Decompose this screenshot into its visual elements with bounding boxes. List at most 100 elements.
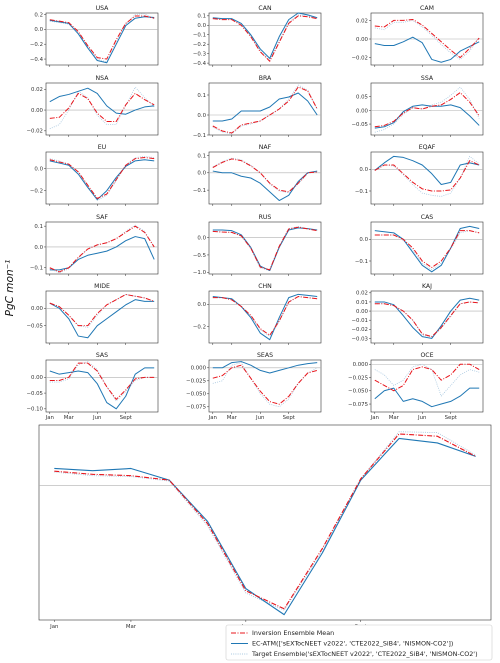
y-tick-label: −0.2 [193, 324, 206, 330]
series-line-inversion-ensemble-mean [212, 158, 318, 193]
series-line-ec-atm [212, 227, 318, 272]
y-tick-label: −0.075 [348, 402, 368, 408]
series-line-ec-atm [374, 297, 480, 339]
x-tick-label: Sept [445, 415, 457, 421]
panel-ssa: SSA −0.05 0.00 0.05 [351, 75, 484, 137]
y-tick-label: 0.00 [356, 309, 369, 315]
y-tick-label: −0.05 [26, 324, 43, 330]
series-line-ec-atm [374, 104, 480, 129]
y-axis-label: PgC mon⁻¹ [4, 260, 16, 317]
panel-naf: NAF −0.1 0.0 0.1 [193, 144, 322, 206]
y-tick-label: 0.1 [34, 224, 43, 230]
panels: USA−0.4−0.20.00.2CAN−0.4−0.3−0.2−0.10.00… [26, 5, 492, 630]
y-tick-label: −0.05 [26, 391, 43, 397]
series-line-ec-atm [374, 225, 480, 273]
series-line-ec-atm [212, 92, 318, 122]
series-line-inversion-ensemble-mean [374, 230, 480, 268]
y-tick-label: −0.1 [193, 33, 206, 39]
y-tick-label: −0.3 [193, 52, 206, 58]
legend-label: Target Ensemble('sEXTocNEET v2022', 'CTE… [251, 650, 478, 658]
y-tick-label: 0.0 [197, 113, 206, 119]
panel-frame [45, 290, 159, 344]
y-tick-label: −0.05 [351, 122, 368, 128]
series-line-inversion-ensemble-mean [49, 293, 155, 327]
series-line-ec-atm [212, 170, 318, 202]
y-tick-label: −0.2 [30, 189, 43, 195]
x-tick-label: Mar [227, 415, 238, 421]
panel-cam: CAM −0.02 0.00 0.02 [351, 5, 484, 67]
y-tick-label: −0.075 [186, 405, 206, 411]
legend: Inversion Ensemble Mean EC-ATM(['sEXTocNE… [225, 624, 493, 661]
series-line-ec-atm [49, 16, 155, 64]
y-tick-label: 0.0 [359, 167, 368, 173]
x-tick-label: Mar [126, 624, 137, 630]
panel-title: EU [98, 144, 106, 151]
panel-saf: SAF −0.1 0.0 0.1 [30, 214, 159, 276]
y-tick-label: 0.0 [34, 166, 43, 172]
panel-title: RUS [259, 214, 272, 221]
panel-chn: CHN −0.2 0.0 [193, 283, 322, 345]
series-line-ec-atm [49, 299, 155, 339]
panel-title: MIDE [94, 283, 110, 290]
series-line-inversion-ensemble-mean [49, 362, 155, 400]
panel-eqaf: EQAF −0.1 0.0 [355, 144, 484, 206]
y-tick-label: 0.1 [197, 93, 206, 99]
y-tick-label: 0.1 [197, 14, 206, 20]
panel-title: SAS [96, 352, 108, 359]
panel-frame [38, 424, 492, 621]
panel-title: NSA [96, 75, 110, 82]
panel-kaj: KAJ −0.03 −0.02 −0.01 0.00 0.01 0.02 [351, 283, 484, 345]
legend-label: EC-ATM(['sEXTocNEET v2022', 'CTE2022_SiB… [252, 640, 453, 648]
y-tick-label: −0.2 [193, 42, 206, 48]
panel-usa: USA −0.4 −0.2 0.0 0.2 [30, 5, 159, 67]
y-tick-label: −0.4 [193, 61, 207, 67]
x-tick-label: Sept [283, 415, 295, 421]
y-tick-label: 0.01 [356, 300, 368, 306]
y-tick-label: 0.00 [31, 375, 44, 381]
series-line-target-ensemble [212, 296, 318, 337]
y-tick-label: −0.5 [193, 253, 206, 259]
legend-label: Inversion Ensemble Mean [252, 629, 334, 637]
series-line-target-ensemble [49, 294, 155, 328]
series-line-inversion-ensemble-mean [212, 86, 318, 134]
panel-cas: CAS −0.1 0.0 [355, 214, 484, 276]
y-tick-label: 0.0 [34, 27, 43, 33]
panel-title: CAN [258, 5, 272, 12]
y-tick-label: 0.0 [197, 171, 206, 177]
y-tick-label: 0.0 [197, 236, 206, 242]
y-tick-label: 0.000 [191, 366, 207, 372]
panel-eu: EU −0.2 0.0 [30, 144, 159, 206]
x-tick-label: Mar [64, 415, 75, 421]
y-tick-label: −0.2 [30, 42, 43, 48]
y-tick-label: 0.00 [31, 306, 44, 312]
series-line-ec-atm [374, 155, 480, 185]
y-tick-label: 0.02 [356, 291, 368, 297]
panel-nsa: NSA −0.02 0.00 0.02 [26, 75, 159, 137]
series-line-ec-atm [212, 12, 318, 59]
panel-title: BRA [259, 75, 272, 82]
x-tick-label: Jan [370, 415, 379, 421]
x-tick-label: Jan [49, 624, 58, 630]
series-line-ec-atm [49, 159, 155, 201]
x-tick-label: Jun [255, 415, 264, 421]
panel-title: SAF [96, 214, 108, 221]
series-line-ec-atm [49, 87, 155, 115]
y-tick-label: −0.1 [355, 259, 368, 265]
y-tick-label: −0.1 [355, 189, 368, 195]
y-tick-label: −0.025 [186, 379, 206, 385]
y-tick-label: 0.00 [356, 37, 369, 43]
series-line-ec-atm [374, 387, 480, 408]
panel-title: CAM [420, 5, 434, 12]
y-tick-label: −0.10 [26, 407, 43, 413]
panel-frame [208, 151, 322, 205]
y-tick-label: 0.0 [34, 245, 43, 251]
y-tick-label: 0.0 [197, 302, 206, 308]
y-tick-label: 0.00 [31, 108, 44, 114]
panel-seas: SEAS −0.075 −0.050 −0.025 0.000 Jan Mar Jun Sept [186, 352, 322, 421]
panel-frame [45, 12, 159, 66]
series-line-inversion-ensemble-mean [49, 157, 155, 199]
y-tick-label: −0.025 [348, 375, 368, 381]
series-line-inversion-ensemble-mean [49, 225, 155, 273]
